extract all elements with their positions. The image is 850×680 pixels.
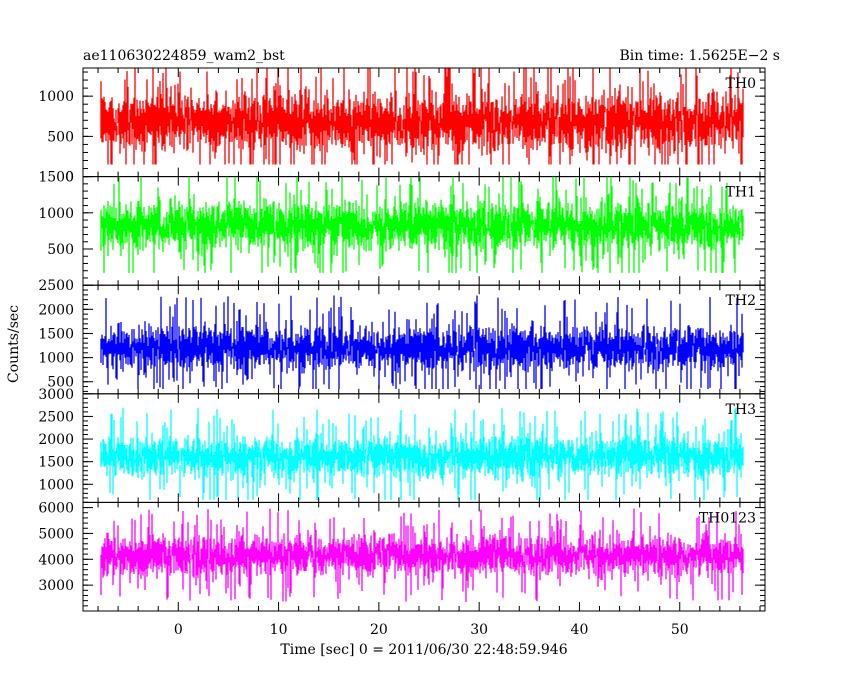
panel-label-th2: TH2 (726, 293, 756, 309)
x-tick-label: 50 (671, 622, 689, 638)
y-tick-label: 500 (47, 375, 74, 391)
y-tick-label: 3000 (38, 387, 74, 403)
panel-label-th0123: TH0123 (699, 510, 756, 526)
series-th1-curve (100, 176, 744, 273)
y-tick-label: 1500 (38, 455, 74, 471)
y-tick-label: 2000 (38, 432, 74, 448)
y-tick-label: 500 (47, 129, 74, 145)
x-axis-tick-labels: 0 10 20 30 40 50 (174, 622, 689, 638)
y-tick-label: 1000 (38, 89, 74, 105)
series-th0-curve (100, 68, 744, 165)
y-tick-label: 1000 (38, 351, 74, 367)
y-tick-label: 0 (65, 170, 74, 186)
panel-th1: 500 1000 1500 TH1 (38, 170, 766, 286)
y-tick-label: 2000 (38, 302, 74, 318)
panel-label-th3: TH3 (726, 402, 756, 418)
panel-th0123: 3000 4000 5000 6000 TH0123 (38, 501, 766, 612)
y-tick-label: 2500 (38, 278, 74, 294)
y-tick-label: 1000 (38, 206, 74, 222)
y-tick-label: 5000 (38, 526, 74, 542)
chart-title: ae110630224859_wam2_bst (83, 48, 285, 64)
series-th3-curve (100, 407, 744, 501)
y-tick-label: 6000 (38, 501, 74, 517)
panel-label-th1: TH1 (726, 185, 756, 201)
panel-label-th0: TH0 (726, 76, 756, 92)
y-tick-label: 500 (47, 242, 74, 258)
x-tick-label: 10 (270, 622, 288, 638)
y-tick-label: 4000 (38, 552, 74, 568)
series-th2-curve (100, 295, 744, 389)
panel-th3: 1000 1500 2000 2500 3000 TH3 (38, 387, 766, 503)
x-tick-label: 0 (174, 622, 183, 638)
y-tick-label: 1500 (38, 170, 74, 186)
x-tick-label: 30 (470, 622, 488, 638)
x-tick-label: 20 (370, 622, 388, 638)
panels-group: 0 500 1000 TH0 500 1000 1500 TH1 500 1000 1500 2000… (38, 67, 766, 612)
panel-th0: 0 500 1000 TH0 (38, 67, 766, 186)
panel-frame (82, 501, 766, 612)
y-tick-label: 3000 (38, 578, 74, 594)
series-th0123-curve (100, 508, 744, 602)
y-axis-label: Counts/sec (6, 305, 22, 383)
y-tick-label: 2500 (38, 409, 74, 425)
y-tick-label: 1000 (38, 477, 74, 493)
x-tick-label: 40 (571, 622, 589, 638)
y-tick-label: 1500 (38, 326, 74, 342)
x-axis-label: Time [sec] 0 = 2011/06/30 22:48:59.946 (280, 642, 567, 658)
panel-th2: 500 1000 1500 2000 2500 TH2 (38, 278, 766, 395)
bin-time-label: Bin time: 1.5625E−2 s (619, 48, 780, 64)
